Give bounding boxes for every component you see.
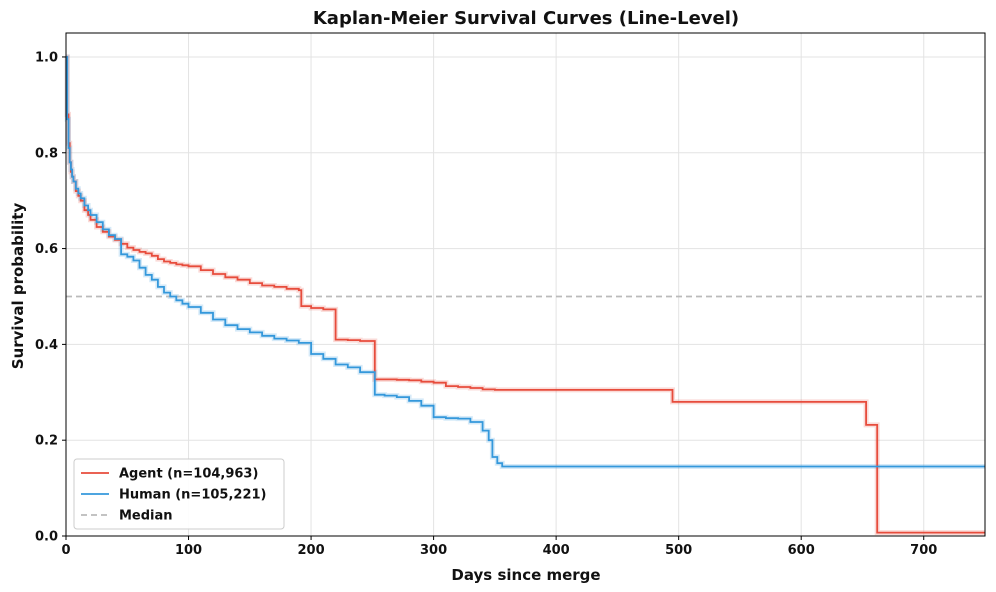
legend: Agent (n=104,963) Human (n=105,221) Median [73, 458, 285, 530]
legend-label: Agent (n=104,963) [119, 467, 258, 482]
x-tick-label: 700 [910, 543, 937, 558]
y-tick-label: 0.2 [35, 434, 58, 449]
y-tick-label: 0.0 [35, 530, 58, 545]
legend-box [73, 458, 285, 530]
plot-frame [65, 32, 986, 537]
y-tick-label: 0.8 [35, 146, 58, 161]
human-survival-line [66, 56, 985, 468]
axis-ticks: 0 100 200 300 400 500 600 700 0.0 0.2 0.4 0.6 0.8 1.0 [35, 50, 937, 558]
x-tick-label: 500 [665, 543, 692, 558]
x-tick-label: 400 [543, 543, 570, 558]
x-tick-label: 300 [420, 543, 447, 558]
x-axis-label: Days since merge [451, 566, 600, 584]
x-tick-label: 100 [175, 543, 202, 558]
legend-label: Human (n=105,221) [119, 488, 266, 503]
y-tick-label: 1.0 [35, 50, 58, 65]
x-tick-label: 600 [788, 543, 815, 558]
x-tick-label: 0 [61, 543, 70, 558]
agent-survival-line [66, 56, 985, 534]
x-tick-label: 200 [297, 543, 324, 558]
series-lines [66, 56, 985, 534]
y-axis-label: Survival probability [9, 203, 27, 370]
legend-label: Median [119, 509, 173, 524]
y-tick-label: 0.4 [35, 338, 58, 353]
y-tick-label: 0.6 [35, 242, 58, 257]
chart-title: Kaplan-Meier Survival Curves (Line-Level… [313, 8, 739, 29]
